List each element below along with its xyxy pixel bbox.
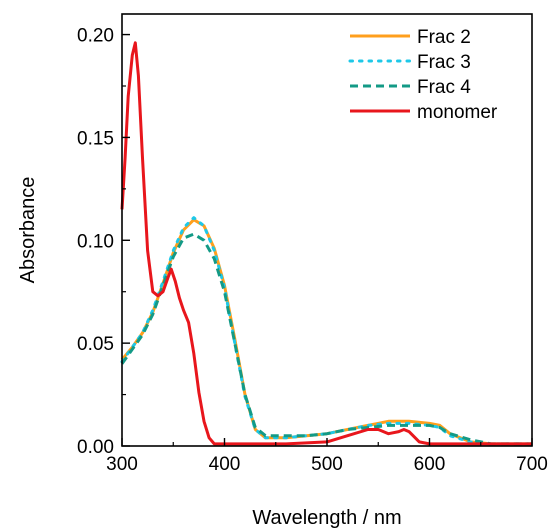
y-tick-label: 0.05 [77, 334, 114, 355]
y-tick-label: 0.15 [77, 128, 114, 149]
x-tick-label: 500 [311, 454, 343, 475]
plot-content [120, 41, 534, 446]
legend-label: Frac 2 [417, 27, 471, 48]
series-line-frac-3 [120, 216, 534, 446]
series-line-frac-4 [120, 232, 532, 446]
legend: Frac 2 Frac 3 Frac 4 monomer [348, 27, 498, 123]
axis-ticks: 300 400 500 600 700 0.00 0.05 0.10 0.15 0.20 [77, 26, 548, 475]
series-line-frac-2 [120, 218, 532, 446]
legend-label: Frac 3 [417, 52, 471, 73]
y-axis-title: Absorbance [17, 177, 39, 284]
y-tick-label: 0.10 [77, 231, 114, 252]
y-tick-label: 0.20 [77, 26, 114, 47]
x-axis-title: Wavelength / nm [252, 507, 401, 529]
x-tick-label: 300 [106, 454, 138, 475]
legend-label: monomer [417, 102, 498, 123]
y-tick-label: 0.00 [77, 437, 114, 458]
x-tick-label: 400 [209, 454, 241, 475]
legend-label: Frac 4 [417, 77, 471, 98]
x-tick-label: 600 [414, 454, 446, 475]
x-tick-label: 700 [516, 454, 548, 475]
series-line-monomer [120, 41, 532, 446]
